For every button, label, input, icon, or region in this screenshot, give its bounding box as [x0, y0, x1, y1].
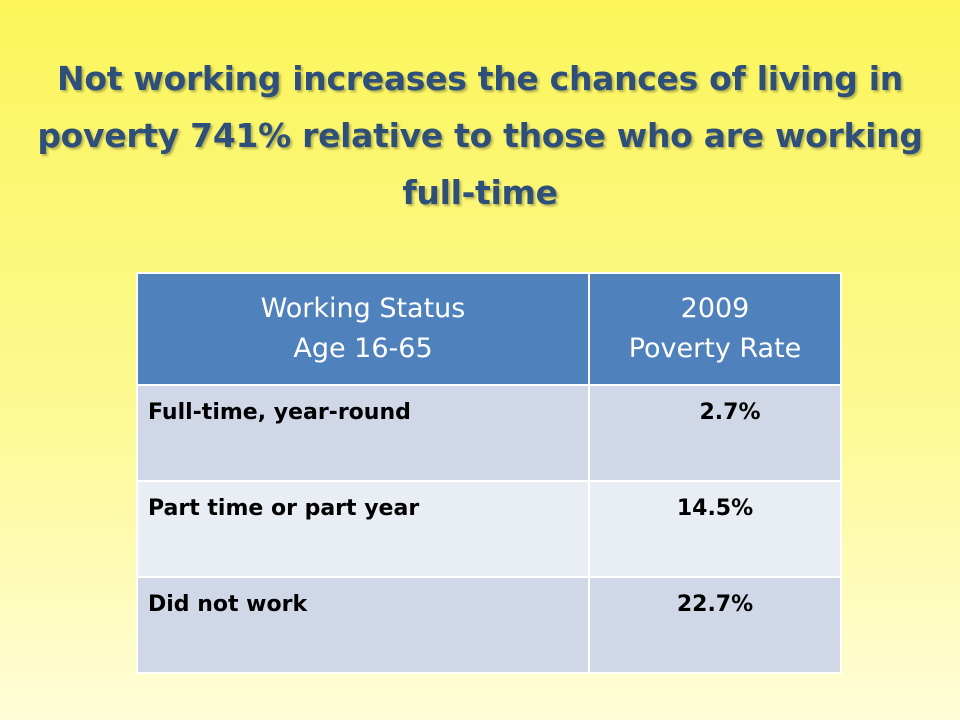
- table-row: Full-time, year-round 2.7%: [136, 384, 842, 482]
- poverty-rate-cell: 14.5%: [588, 480, 842, 578]
- table-row: Did not work 22.7%: [136, 576, 842, 674]
- poverty-rate-value: 2.7%: [699, 400, 761, 425]
- header-working-status-line2: Age 16-65: [293, 333, 433, 364]
- header-working-status-line1: Working Status: [260, 293, 466, 324]
- working-status-cell: Did not work: [136, 576, 590, 674]
- working-status-cell: Part time or part year: [136, 480, 590, 578]
- slide-title: Not working increases the chances of liv…: [37, 59, 923, 212]
- header-poverty-rate-line1: 2009: [680, 293, 750, 324]
- poverty-rate-table: Working Status Age 16-65 2009 Poverty Ra…: [136, 272, 842, 674]
- table-header-row: Working Status Age 16-65 2009 Poverty Ra…: [136, 272, 842, 386]
- table-row: Part time or part year 14.5%: [136, 480, 842, 578]
- working-status-cell: Full-time, year-round: [136, 384, 590, 482]
- header-poverty-rate: 2009 Poverty Rate: [588, 272, 842, 386]
- poverty-rate-cell: 22.7%: [588, 576, 842, 674]
- header-poverty-rate-line2: Poverty Rate: [628, 333, 802, 364]
- header-working-status: Working Status Age 16-65: [136, 272, 590, 386]
- poverty-rate-cell: 2.7%: [588, 384, 842, 482]
